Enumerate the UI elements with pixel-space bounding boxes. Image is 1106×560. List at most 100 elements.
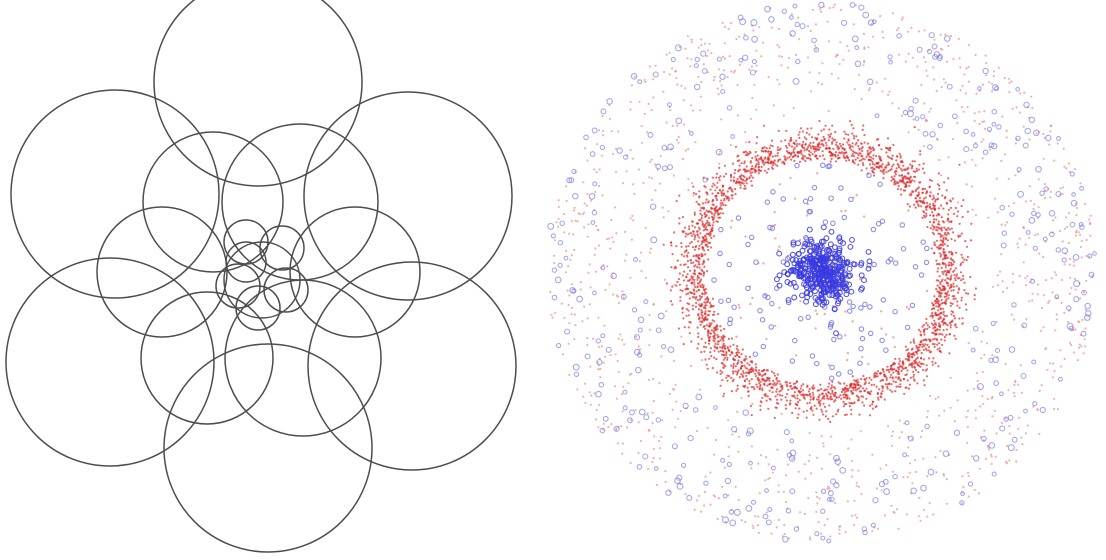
ring-particle	[737, 170, 740, 173]
ring-particle	[952, 285, 956, 288]
halo-particle	[638, 100, 641, 103]
inner-particle	[751, 296, 754, 300]
halo-particle	[643, 299, 649, 305]
ring-particle	[751, 176, 754, 179]
halo-particle	[638, 260, 642, 263]
ring-particle	[724, 347, 727, 350]
core-particle	[817, 287, 824, 294]
halo-particle	[1015, 448, 1018, 451]
ring-particle	[827, 382, 831, 385]
ring-particle	[686, 302, 689, 305]
halo-particle	[597, 244, 601, 247]
ring-particle	[946, 277, 949, 280]
halo-particle	[988, 81, 991, 84]
ring-particle	[913, 354, 916, 357]
ring-particle	[713, 184, 716, 187]
ring-particle	[715, 198, 719, 202]
halo-particle	[1040, 384, 1043, 387]
ring-particle	[727, 187, 731, 190]
ring-particle	[864, 381, 867, 384]
halo-particle	[677, 141, 680, 144]
ring-particle	[912, 338, 915, 341]
halo-particle	[1088, 218, 1091, 221]
ring-particle	[799, 127, 803, 130]
ring-particle	[845, 384, 848, 387]
halo-particle	[984, 54, 987, 57]
halo-particle	[916, 46, 923, 53]
halo-particle	[1030, 278, 1036, 284]
ring-particle	[894, 173, 898, 176]
ring-particle	[730, 390, 734, 393]
halo-particle	[1043, 136, 1046, 139]
halo-particle	[1024, 200, 1027, 203]
halo-particle	[729, 519, 737, 527]
halo-particle	[589, 286, 592, 289]
halo-particle	[561, 353, 565, 356]
halo-particle	[555, 221, 558, 224]
core-particle	[807, 236, 814, 243]
halo-particle	[982, 402, 985, 405]
halo-particle	[903, 422, 906, 425]
halo-particle	[820, 508, 826, 514]
ring-particle	[943, 339, 946, 342]
halo-particle	[891, 102, 894, 105]
halo-particle	[682, 402, 689, 410]
halo-particle	[967, 80, 971, 83]
halo-particle	[621, 410, 624, 413]
ring-particle	[930, 208, 933, 211]
ring-particle	[886, 137, 890, 140]
ring-particle	[883, 398, 886, 401]
ring-particle	[945, 257, 948, 260]
ring-particle	[776, 398, 779, 401]
ring-particle	[928, 326, 931, 329]
halo-particle	[782, 490, 786, 493]
ring-particle	[891, 376, 894, 379]
ring-particle	[851, 375, 854, 378]
ring-particle	[842, 393, 845, 396]
ring-particle	[943, 226, 946, 229]
halo-particle	[616, 147, 623, 154]
halo-particle	[684, 47, 687, 50]
halo-particle	[992, 75, 995, 78]
halo-particle	[1087, 253, 1093, 259]
ring-particle	[789, 136, 793, 139]
halo-particle	[787, 537, 790, 540]
ring-particle	[678, 194, 681, 197]
halo-particle	[926, 74, 929, 77]
ring-particle	[798, 391, 801, 394]
ring-particle	[787, 142, 790, 145]
ring-particle	[885, 151, 888, 154]
ring-particle	[685, 232, 688, 235]
halo-particle	[639, 251, 643, 254]
ring-particle	[742, 385, 745, 388]
ring-particle	[939, 253, 943, 256]
ring-particle	[844, 396, 847, 399]
halo-particle	[932, 513, 935, 516]
ring-particle	[875, 138, 879, 141]
ring-particle	[868, 163, 872, 166]
ring-particle	[913, 180, 916, 183]
halo-particle	[1048, 209, 1056, 217]
inner-particle	[799, 300, 802, 303]
halo-particle	[614, 353, 617, 356]
ring-particle	[961, 261, 964, 264]
ring-particle	[786, 393, 789, 396]
ring-particle	[892, 143, 895, 146]
core-particle	[776, 250, 783, 257]
core-particle	[831, 306, 838, 313]
ring-particle	[722, 345, 726, 349]
halo-particle	[826, 496, 832, 502]
ring-particle	[831, 389, 834, 392]
ring-particle	[693, 265, 696, 268]
halo-particle	[690, 58, 693, 61]
ring-particle	[812, 393, 815, 396]
halo-particle	[970, 132, 976, 137]
core-particle	[833, 330, 839, 337]
ring-particle	[920, 356, 923, 359]
ring-particle	[813, 150, 816, 153]
ring-particle	[829, 135, 832, 138]
halo-particle	[946, 83, 953, 90]
inner-particle	[776, 248, 780, 251]
core-particle	[784, 271, 791, 278]
ring-particle	[827, 385, 830, 388]
